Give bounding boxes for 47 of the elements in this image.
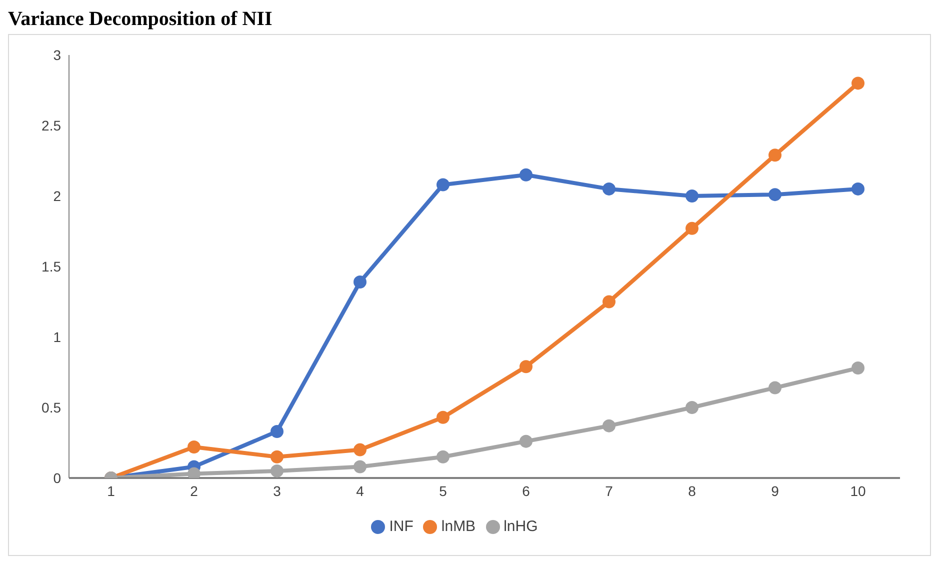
y-tick-label: 1.5 — [42, 258, 62, 274]
point — [270, 424, 284, 438]
point — [852, 362, 864, 375]
x-tick-label: 2 — [190, 482, 198, 499]
x-tick-label: 9 — [771, 482, 780, 499]
point — [188, 467, 200, 478]
legend-label: INF — [389, 518, 414, 535]
chart-title: Variance Decomposition of NII — [8, 8, 274, 32]
y-tick-label: 2 — [53, 188, 62, 204]
y-tick-label: 1 — [53, 328, 62, 345]
point — [768, 148, 782, 162]
point — [520, 360, 532, 374]
point — [436, 410, 450, 424]
y-tick-label: 0.5 — [42, 399, 62, 416]
x-tick-label: 8 — [688, 482, 696, 499]
x-tick-label: 3 — [273, 482, 282, 499]
x-tick-label: 1 — [107, 482, 116, 499]
point — [354, 460, 366, 474]
point — [520, 434, 532, 448]
point — [520, 168, 532, 182]
point — [436, 450, 450, 464]
point — [354, 443, 366, 456]
y-tick-label: 3 — [53, 46, 62, 63]
x-tick-label: 6 — [522, 482, 530, 499]
point — [436, 178, 450, 192]
point — [852, 182, 864, 196]
legend-label: lnHG — [504, 518, 538, 535]
point — [768, 381, 782, 394]
point — [686, 401, 698, 414]
point — [270, 450, 284, 464]
point — [686, 190, 698, 202]
legend-label: lnMB — [441, 518, 476, 535]
point — [852, 76, 864, 90]
x-tick-label: 7 — [605, 482, 614, 499]
point — [686, 222, 698, 235]
point — [270, 464, 284, 478]
point — [768, 188, 782, 202]
point — [602, 419, 616, 432]
x-tick-label: 4 — [356, 482, 364, 499]
y-tick-label: 2.5 — [42, 117, 62, 134]
y-tick-label: 0 — [53, 470, 62, 486]
point — [602, 295, 616, 308]
point — [602, 182, 616, 196]
point — [354, 276, 366, 289]
x-tick-label: 5 — [439, 482, 448, 499]
x-tick-label: 10 — [850, 482, 866, 499]
point — [188, 440, 200, 454]
